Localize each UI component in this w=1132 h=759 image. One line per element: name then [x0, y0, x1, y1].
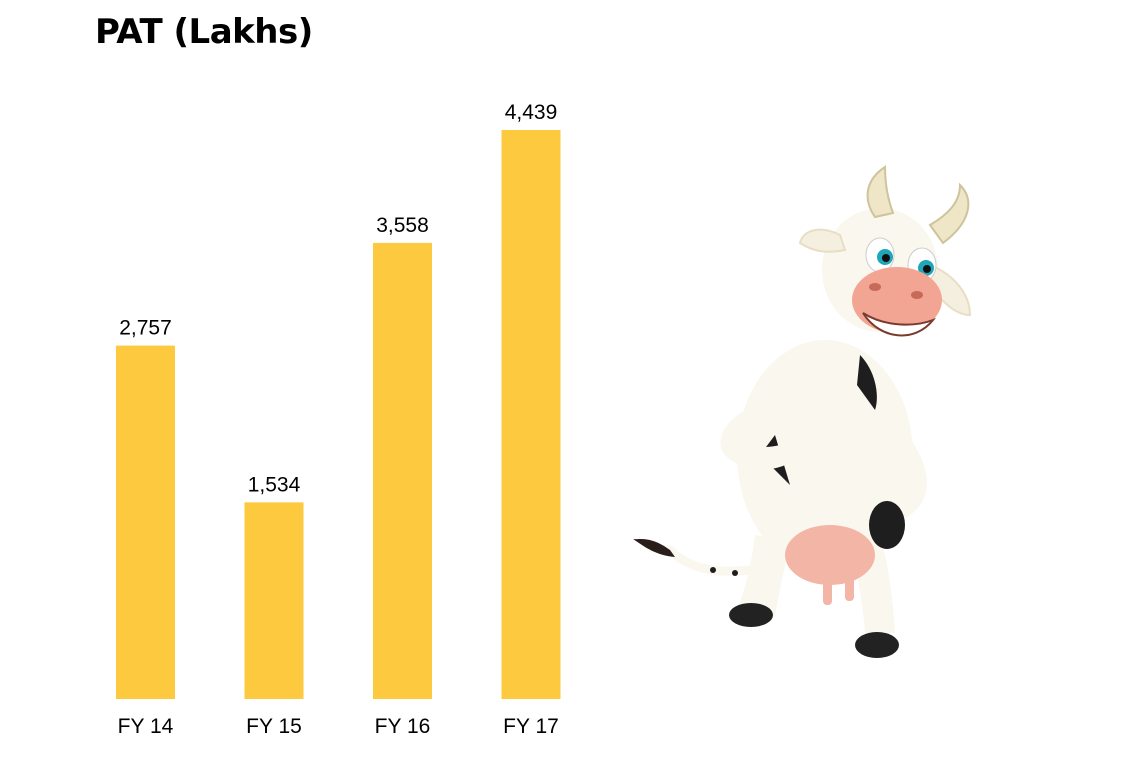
bar-fy-17 [501, 130, 561, 699]
cow-right-horn [928, 182, 970, 245]
x-tick-label: FY 14 [118, 715, 174, 738]
bar-fy-16 [373, 242, 432, 700]
x-tick-label: FY 15 [246, 715, 302, 738]
cow-left-leg [737, 535, 790, 617]
x-tick-label: FY 17 [503, 715, 559, 738]
cow-smile [862, 312, 937, 337]
bar-chart: 2,757 FY 14 1,534 FY 15 3,558 FY 16 4,439 FY 17 [116, 101, 561, 738]
cow-right-hoof [855, 632, 899, 658]
data-label: 3,558 [376, 214, 429, 237]
cartoon-cow-icon [633, 165, 972, 658]
data-label: 1,534 [248, 473, 301, 496]
cow-left-arm [720, 405, 785, 470]
bar-fy-15 [244, 502, 304, 699]
data-label: 2,757 [119, 317, 172, 340]
cow-left-ear [798, 228, 847, 253]
cow-udder [785, 525, 875, 585]
cow-tail-tuft [633, 538, 675, 557]
cow-right-hand [869, 501, 905, 549]
chart-title: PAT (Lakhs) [95, 12, 313, 52]
data-label: 4,439 [505, 101, 558, 124]
cow-left-hoof [729, 603, 773, 627]
cow-right-arm [880, 425, 928, 524]
cow-left-horn [866, 165, 895, 219]
x-tick-label: FY 16 [375, 715, 431, 738]
bar-fy-14 [116, 345, 175, 699]
